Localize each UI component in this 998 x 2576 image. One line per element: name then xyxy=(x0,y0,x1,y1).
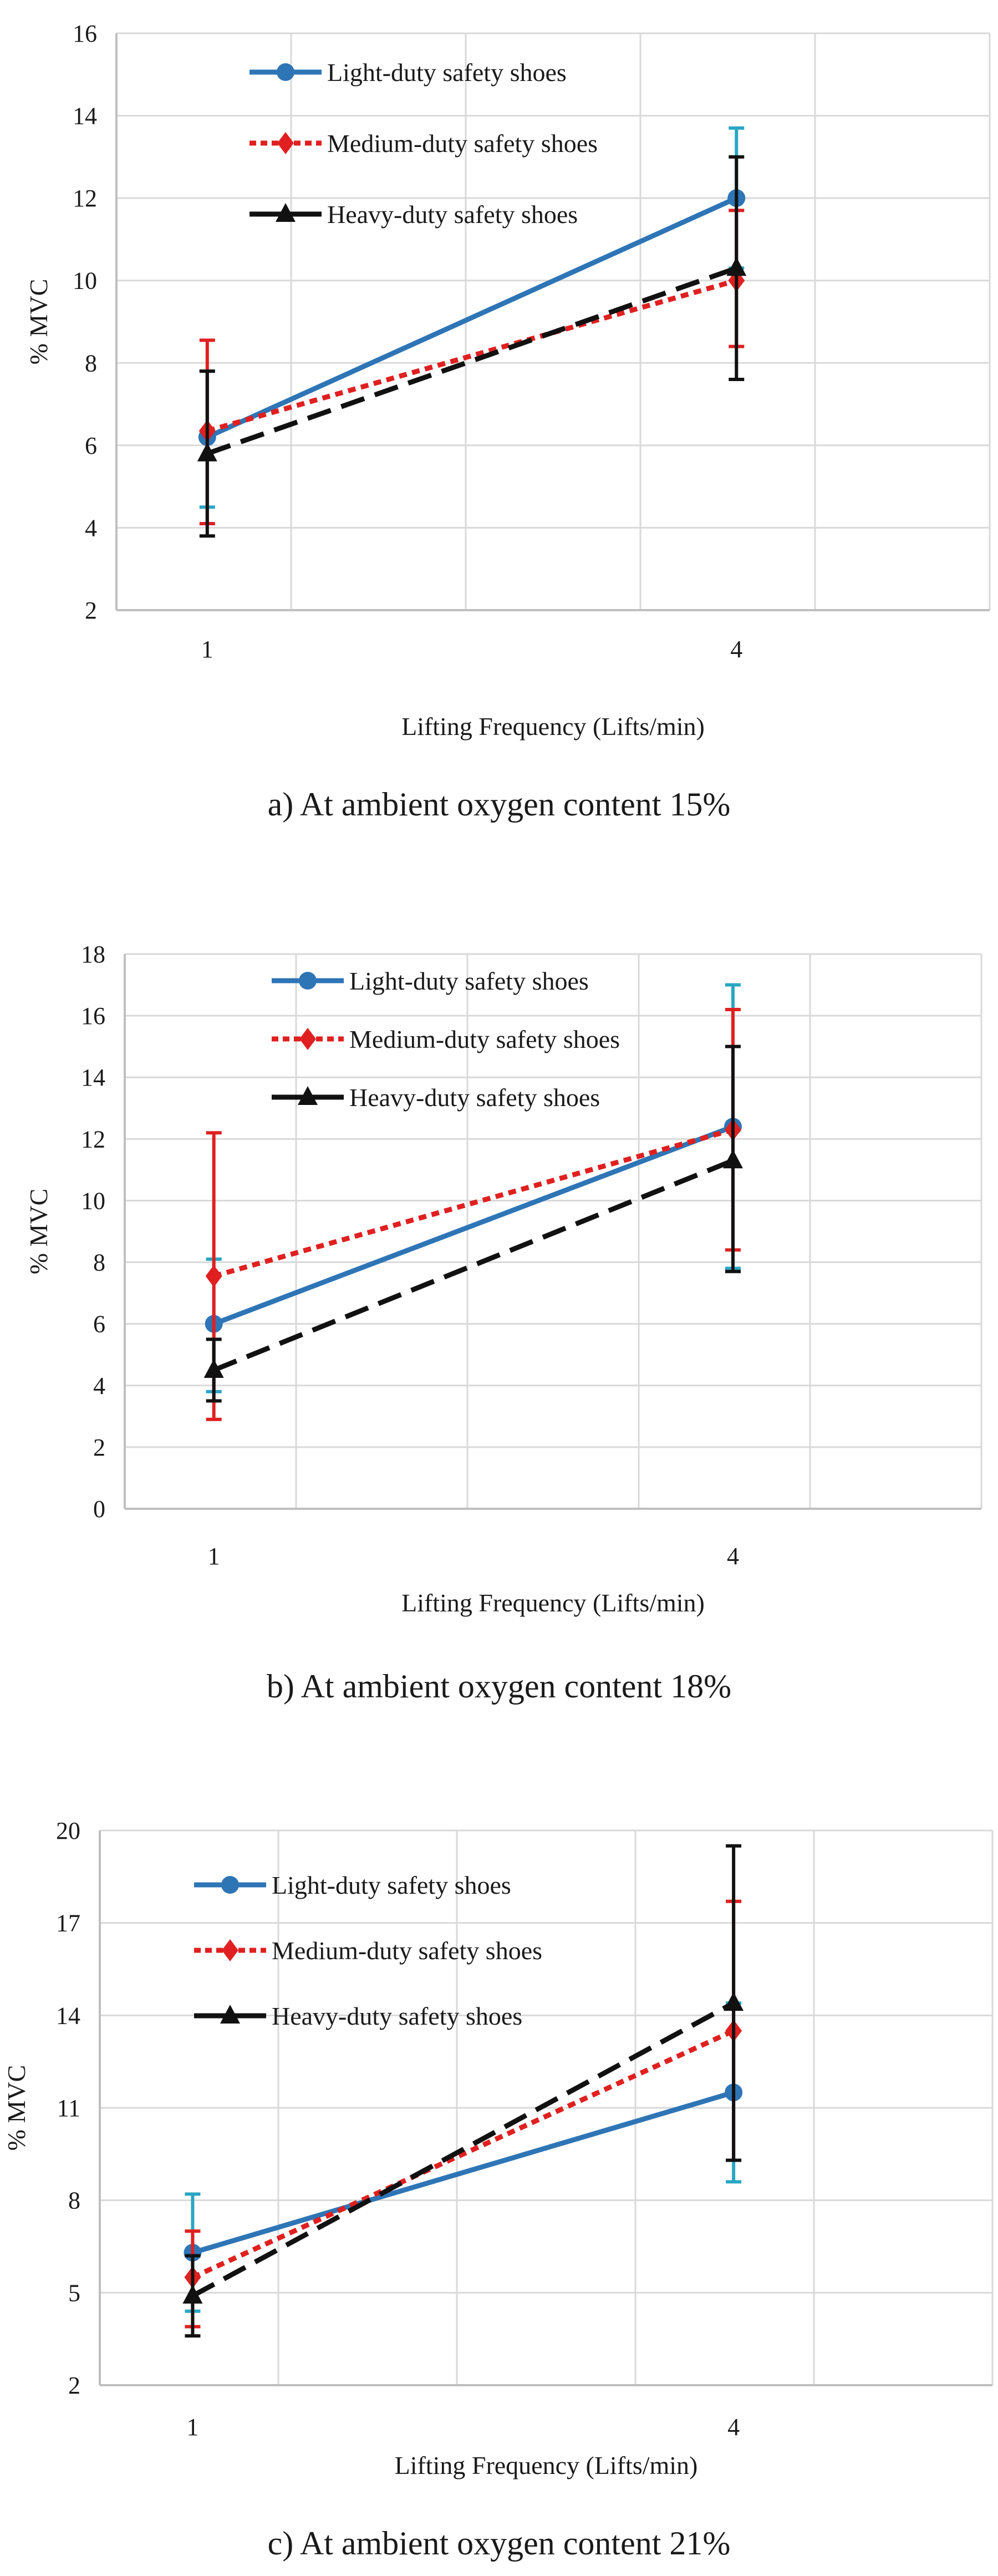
y-tick-label: 16 xyxy=(81,1002,105,1030)
y-tick-label: 2 xyxy=(93,1434,105,1461)
legend-marker-medium xyxy=(277,132,294,154)
y-tick-label: 0 xyxy=(93,1495,105,1523)
y-tick-label: 18 xyxy=(81,941,105,968)
series-line-heavy xyxy=(191,2001,735,2298)
y-tick-label: 8 xyxy=(93,1249,105,1276)
y-tick-label: 6 xyxy=(85,432,97,459)
x-tick-label: 4 xyxy=(730,636,742,663)
x-tick-label: 1 xyxy=(201,636,213,663)
series-line-light xyxy=(213,1124,734,1326)
y-tick-label: 16 xyxy=(73,20,97,47)
y-tick-label: 8 xyxy=(68,2187,80,2214)
legend-marker-medium xyxy=(222,1939,238,1961)
series-line-medium xyxy=(191,2029,735,2280)
y-tick-label: 8 xyxy=(85,349,97,377)
chart-caption: c) At ambient oxygen content 21% xyxy=(268,2525,731,2562)
y-tick-label: 5 xyxy=(68,2279,80,2306)
data-point-heavy xyxy=(724,1992,744,2011)
x-tick-label: 1 xyxy=(208,1543,220,1570)
y-tick-label: 10 xyxy=(73,267,97,295)
chart-caption: a) At ambient oxygen content 15% xyxy=(268,786,731,823)
legend-label-heavy: Heavy-duty safety shoes xyxy=(349,1083,600,1112)
data-point-heavy xyxy=(726,257,747,276)
legend-marker-heavy xyxy=(276,203,296,222)
series-line-heavy xyxy=(206,266,737,456)
data-point-medium xyxy=(205,1265,222,1287)
series-line-medium xyxy=(206,278,737,434)
y-tick-label: 17 xyxy=(56,1910,80,1937)
y-tick-label: 4 xyxy=(93,1372,105,1399)
legend-label-medium: Medium-duty safety shoes xyxy=(349,1025,620,1053)
x-tick-label: 4 xyxy=(727,2413,740,2441)
legend-marker-heavy xyxy=(298,1086,318,1105)
legend-label-heavy: Heavy-duty safety shoes xyxy=(327,200,578,229)
data-point-heavy xyxy=(197,442,217,462)
data-point-heavy xyxy=(182,2284,203,2304)
y-tick-label: 14 xyxy=(73,103,97,130)
y-tick-label: 6 xyxy=(93,1311,105,1338)
y-axis-title: % MVC xyxy=(24,1189,53,1275)
legend-label-medium: Medium-duty safety shoes xyxy=(272,1936,542,1965)
legend-label-light: Light-duty safety shoes xyxy=(349,967,589,995)
legend-marker-light xyxy=(299,972,317,990)
legend-marker-medium xyxy=(299,1028,316,1050)
y-tick-label: 14 xyxy=(56,2002,80,2029)
legend-label-medium: Medium-duty safety shoes xyxy=(327,129,598,158)
chart-caption: b) At ambient oxygen content 18% xyxy=(267,1668,731,1705)
series-line-heavy xyxy=(212,1158,734,1373)
y-tick-label: 12 xyxy=(73,185,97,212)
data-point-heavy xyxy=(203,1359,224,1378)
x-axis-title: Lifting Frequency (Lifts/min) xyxy=(401,1589,705,1617)
data-point-heavy xyxy=(722,1149,743,1169)
x-tick-label: 1 xyxy=(186,2413,198,2441)
legend-marker-light xyxy=(221,1876,239,1894)
y-tick-label: 20 xyxy=(56,1817,80,1844)
legend-label-light: Light-duty safety shoes xyxy=(327,58,567,87)
legend-marker-light xyxy=(277,63,294,81)
y-tick-label: 10 xyxy=(81,1187,105,1214)
series-line-medium xyxy=(213,1127,734,1279)
y-tick-label: 12 xyxy=(81,1125,105,1153)
legend-label-light: Light-duty safety shoes xyxy=(272,1871,511,1899)
y-tick-label: 14 xyxy=(81,1064,105,1091)
x-tick-label: 4 xyxy=(727,1543,739,1570)
y-tick-label: 2 xyxy=(85,597,97,624)
legend-marker-heavy xyxy=(220,2005,240,2024)
y-axis-title: % MVC xyxy=(2,2065,30,2151)
series-line-light xyxy=(192,2090,735,2255)
x-axis-title: Lifting Frequency (Lifts/min) xyxy=(401,712,705,741)
y-tick-label: 11 xyxy=(57,2095,80,2122)
y-tick-label: 4 xyxy=(85,514,97,541)
y-tick-label: 2 xyxy=(68,2372,80,2399)
x-axis-title: Lifting Frequency (Lifts/min) xyxy=(395,2451,698,2479)
legend-label-heavy: Heavy-duty safety shoes xyxy=(272,2002,522,2030)
y-axis-title: % MVC xyxy=(24,279,53,365)
series-line-light xyxy=(206,196,738,440)
